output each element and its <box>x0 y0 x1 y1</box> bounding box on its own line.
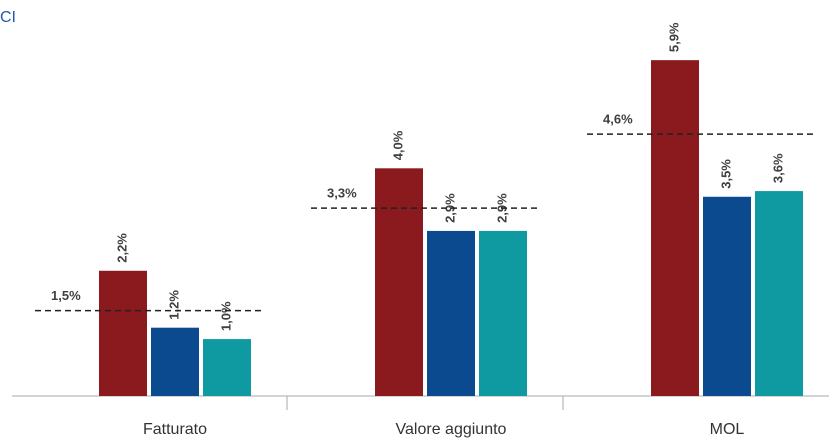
value-label: 1,0% <box>218 301 233 331</box>
reference-label: 4,6% <box>603 112 633 127</box>
value-label: 4,0% <box>390 130 405 160</box>
bar <box>755 191 803 396</box>
reference-label: 3,3% <box>327 186 357 201</box>
bar <box>203 339 251 396</box>
bar <box>703 196 751 396</box>
value-label: 2,2% <box>114 233 129 263</box>
value-label: 3,5% <box>718 159 733 189</box>
bar <box>151 327 199 396</box>
value-label: 3,6% <box>770 153 785 183</box>
value-label: 2,9% <box>442 193 457 223</box>
bar <box>375 168 423 396</box>
bar <box>479 230 527 396</box>
bar <box>99 270 147 396</box>
header-text: CI <box>0 9 16 26</box>
value-label: 1,2% <box>166 290 181 320</box>
bar <box>651 60 699 397</box>
x-tick-label: Valore aggiunto <box>396 421 507 438</box>
bar <box>427 230 475 396</box>
x-tick-label: Fatturato <box>143 421 207 438</box>
x-tick-label: MOL <box>710 421 745 438</box>
reference-label: 1,5% <box>51 288 81 303</box>
value-label: 5,9% <box>666 22 681 52</box>
